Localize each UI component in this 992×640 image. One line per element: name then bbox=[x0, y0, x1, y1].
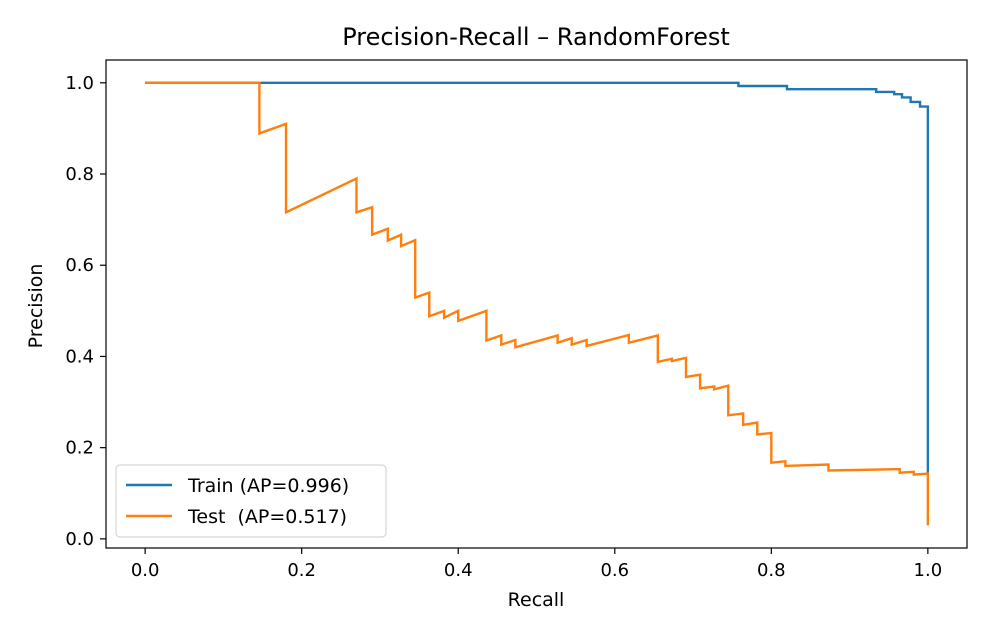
x-tick-label: 0.0 bbox=[131, 560, 160, 581]
series-line-train bbox=[145, 81, 930, 476]
y-tick-label: 0.2 bbox=[65, 438, 94, 459]
x-axis-label: Recall bbox=[508, 589, 565, 611]
x-tick-label: 1.0 bbox=[914, 560, 943, 581]
x-tick-label: 0.4 bbox=[444, 560, 473, 581]
series-line-test bbox=[145, 81, 930, 526]
series-layer bbox=[145, 81, 930, 526]
plot-area bbox=[105, 59, 968, 549]
y-tick-label: 0.0 bbox=[65, 529, 94, 550]
x-axis-ticks: 0.0 0.2 0.4 0.6 0.8 1.0 bbox=[131, 548, 942, 581]
x-tick-label: 0.8 bbox=[757, 560, 786, 581]
y-tick-label: 0.4 bbox=[65, 346, 94, 367]
y-tick-label: 0.6 bbox=[65, 255, 94, 276]
y-axis-label: Precision bbox=[25, 264, 47, 349]
legend-label-train: Train (AP=0.996) bbox=[187, 475, 349, 497]
y-tick-label: 0.8 bbox=[65, 164, 94, 185]
y-axis-ticks: 0.0 0.2 0.4 0.6 0.8 1.0 bbox=[65, 73, 106, 550]
legend-box bbox=[115, 464, 387, 538]
x-tick-label: 0.2 bbox=[287, 560, 316, 581]
chart-title: Precision-Recall – RandomForest bbox=[342, 23, 730, 51]
plot-frame bbox=[105, 59, 968, 549]
legend-label-test: Test (AP=0.517) bbox=[187, 506, 347, 528]
y-tick-label: 1.0 bbox=[65, 73, 94, 94]
legend: Train (AP=0.996) Test (AP=0.517) bbox=[115, 464, 387, 538]
x-tick-label: 0.6 bbox=[600, 560, 629, 581]
